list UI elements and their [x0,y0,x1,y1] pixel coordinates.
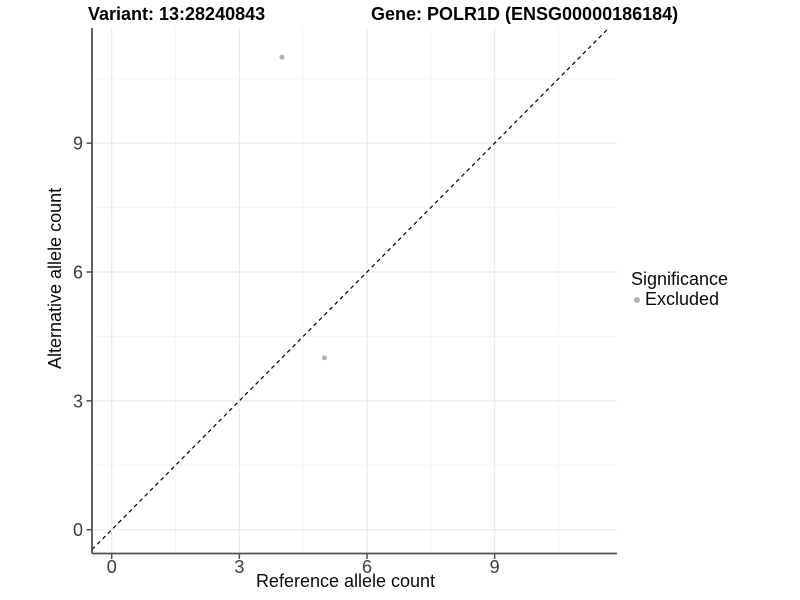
legend-item-label: Excluded [645,289,720,309]
x-tick-label: 9 [490,557,500,577]
variant-title: Variant: 13:28240843 [88,4,266,24]
legend-item-excluded: Excluded [631,290,728,309]
y-tick-label: 9 [73,134,83,154]
identity-line [91,27,610,551]
x-tick-label: 0 [107,557,117,577]
data-point [279,54,285,60]
x-tick-label: 3 [234,557,244,577]
data-point [321,355,327,361]
x-tick-label: 6 [362,557,372,577]
legend-title: Significance [631,269,729,289]
legend: Significance Excluded [631,269,728,309]
y-tick-label: 3 [73,391,83,411]
x-axis-title: Reference allele count [255,571,436,591]
y-tick-label: 0 [73,520,83,540]
y-tick-label: 6 [73,263,83,283]
gene-title: Gene: POLR1D (ENSG00000186184) [371,4,679,24]
legend-point-icon [634,296,640,303]
